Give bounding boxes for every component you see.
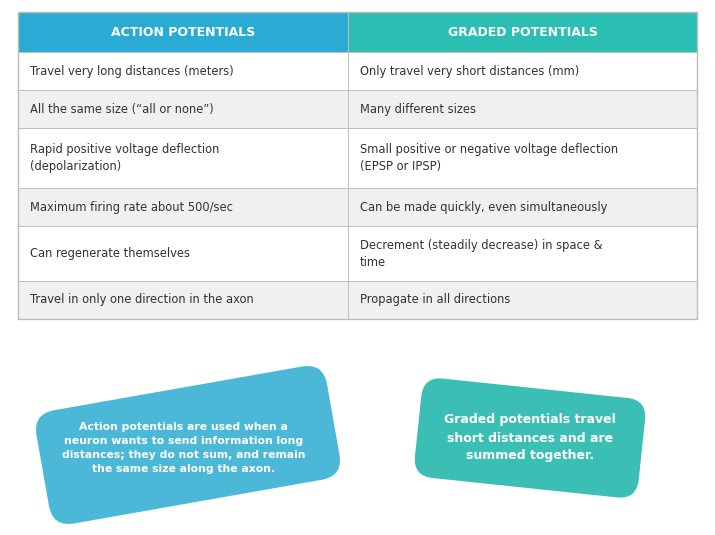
Text: Maximum firing rate about 500/sec: Maximum firing rate about 500/sec — [30, 201, 233, 213]
FancyBboxPatch shape — [18, 281, 348, 319]
FancyBboxPatch shape — [348, 128, 697, 188]
Text: Can regenerate themselves: Can regenerate themselves — [30, 247, 190, 260]
Text: Travel very long distances (meters): Travel very long distances (meters) — [30, 65, 234, 78]
FancyBboxPatch shape — [348, 226, 697, 281]
FancyBboxPatch shape — [348, 281, 697, 319]
FancyBboxPatch shape — [348, 12, 697, 52]
Text: GRADED POTENTIALS: GRADED POTENTIALS — [448, 26, 598, 39]
FancyBboxPatch shape — [18, 188, 348, 226]
FancyBboxPatch shape — [348, 90, 697, 128]
Text: ACTION POTENTIALS: ACTION POTENTIALS — [111, 26, 255, 39]
Text: Travel in only one direction in the axon: Travel in only one direction in the axon — [30, 294, 254, 307]
Text: Small positive or negative voltage deflection
(EPSP or IPSP): Small positive or negative voltage defle… — [360, 143, 618, 173]
Text: Decrement (steadily decrease) in space &
time: Decrement (steadily decrease) in space &… — [360, 239, 603, 269]
Text: All the same size (“all or none”): All the same size (“all or none”) — [30, 103, 214, 116]
Text: Can be made quickly, even simultaneously: Can be made quickly, even simultaneously — [360, 201, 607, 213]
Text: Only travel very short distances (mm): Only travel very short distances (mm) — [360, 65, 579, 78]
Text: Rapid positive voltage deflection
(depolarization): Rapid positive voltage deflection (depol… — [30, 143, 220, 173]
FancyBboxPatch shape — [36, 366, 340, 524]
Text: Many different sizes: Many different sizes — [360, 103, 476, 116]
FancyBboxPatch shape — [18, 12, 348, 52]
FancyBboxPatch shape — [18, 226, 348, 281]
FancyBboxPatch shape — [348, 52, 697, 90]
FancyBboxPatch shape — [348, 188, 697, 226]
FancyBboxPatch shape — [18, 90, 348, 128]
FancyBboxPatch shape — [18, 128, 348, 188]
Text: Action potentials are used when a
neuron wants to send information long
distance: Action potentials are used when a neuron… — [61, 422, 305, 474]
Text: Propagate in all directions: Propagate in all directions — [360, 294, 511, 307]
Text: Graded potentials travel
short distances and are
summed together.: Graded potentials travel short distances… — [444, 414, 616, 462]
FancyBboxPatch shape — [415, 378, 645, 498]
FancyBboxPatch shape — [18, 52, 348, 90]
